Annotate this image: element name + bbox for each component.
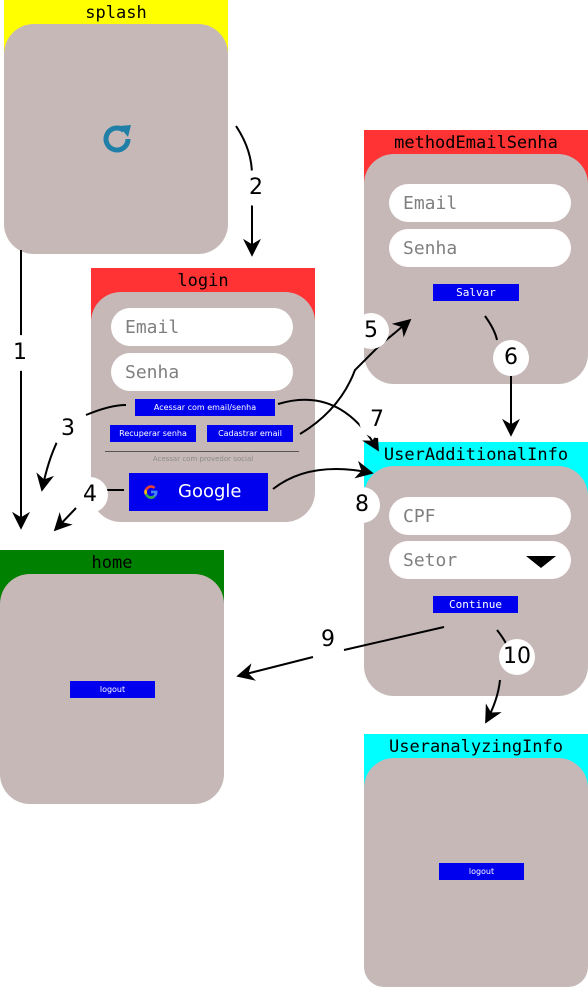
google-icon (144, 485, 158, 499)
transition-label-10: 10 (499, 639, 535, 675)
transition-label-5: 5 (353, 313, 389, 349)
logout-button[interactable]: logout (70, 681, 155, 698)
screen-method-email-senha: methodEmailSenha Email Senha Salvar (364, 130, 588, 384)
screen-login: login Email Senha Acessar com email/senh… (91, 268, 315, 522)
screen-body (4, 24, 228, 254)
email-field[interactable]: Email (111, 308, 293, 346)
arrow-4 (55, 489, 124, 530)
transition-label-4: 4 (72, 477, 108, 513)
screen-user-additional-info: UserAdditionalInfo CPF Setor Continue (364, 442, 588, 696)
transition-label-8: 8 (344, 487, 380, 523)
screen-splash: splash (4, 0, 228, 254)
screen-title: methodEmailSenha (394, 133, 558, 153)
divider (105, 451, 299, 452)
transition-label-7: 7 (359, 402, 395, 438)
transition-label-9: 9 (310, 622, 346, 658)
screen-title: UseranalyzingInfo (389, 737, 563, 757)
continue-button[interactable]: Continue (433, 596, 518, 613)
screen-home: home logout (0, 550, 224, 804)
screen-title: login (177, 271, 229, 291)
social-label: Acessar com provedor social (152, 455, 254, 463)
senha-field[interactable]: Senha (111, 353, 293, 391)
arrow-6 (484, 315, 511, 435)
arrow-8 (272, 460, 374, 490)
google-button-label: Google (178, 481, 242, 502)
dropdown-arrow-icon (526, 556, 556, 568)
email-field[interactable]: Email (389, 184, 571, 222)
transition-label-6: 6 (493, 340, 529, 376)
save-button[interactable]: Salvar (433, 284, 519, 301)
arrow-7 (277, 398, 379, 452)
screen-title: splash (85, 3, 147, 23)
cpf-field[interactable]: CPF (389, 497, 571, 535)
senha-field[interactable]: Senha (389, 229, 571, 267)
transition-label-3: 3 (50, 411, 86, 447)
logout-button[interactable]: logout (439, 863, 524, 880)
refresh-icon (103, 125, 131, 153)
setor-select[interactable]: Setor (389, 541, 571, 579)
screen-user-analyzing-info: UseranalyzingInfo logout (364, 734, 588, 987)
transition-label-1: 1 (2, 335, 38, 371)
screen-title: home (91, 553, 133, 573)
setor-label: Setor (403, 549, 458, 571)
register-email-button[interactable]: Cadastrar email (207, 425, 293, 442)
google-button[interactable]: Google (129, 473, 268, 511)
arrow-9 (238, 626, 445, 676)
transition-label-2: 2 (238, 170, 274, 206)
access-email-button[interactable]: Acessar com email/senha (135, 399, 275, 416)
recover-password-button[interactable]: Recuperar senha (110, 425, 196, 442)
arrow-5 (299, 318, 412, 435)
